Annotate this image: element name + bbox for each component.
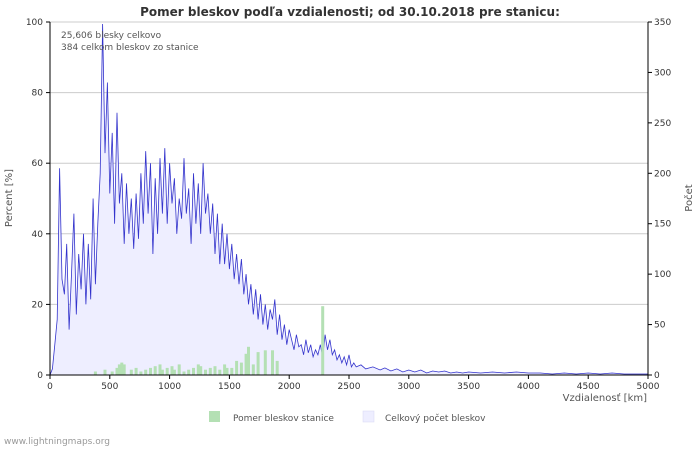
y-right-tick-label-100: 100: [654, 270, 671, 280]
bar-19: [182, 371, 186, 375]
area-line-total: [49, 23, 648, 376]
annotation-total: 25,606 blesky celkovo: [61, 31, 162, 41]
y-left-tick-label-100: 100: [26, 18, 43, 28]
bar-24: [204, 369, 207, 375]
bar-9: [139, 371, 143, 375]
y-right-tick-label-0: 0: [654, 371, 660, 381]
y-right-tick-label-300: 300: [654, 68, 671, 78]
y-right-tick-label-350: 350: [654, 18, 671, 28]
bar-12: [153, 366, 157, 375]
bar-22: [196, 364, 200, 375]
bar-7: [129, 369, 133, 375]
bar-34: [247, 346, 250, 375]
y-right-tick-label-50: 50: [654, 321, 666, 331]
bar-0: [93, 371, 97, 375]
bar-21: [192, 367, 195, 375]
bar-36: [256, 352, 260, 375]
y-right-tick-label-200: 200: [654, 169, 671, 179]
bar-28: [223, 364, 227, 375]
legend-label-station: Pomer bleskov stanice: [233, 414, 334, 424]
axes: 0 500 1000 1500 2000 2500 3000 3500 4000 4500 5000…: [26, 18, 672, 392]
x-tick-label-4500: 4500: [577, 382, 600, 392]
y-right-tick-label-150: 150: [654, 220, 671, 230]
bar-32: [239, 362, 243, 375]
bar-2: [110, 371, 114, 375]
x-tick-label-1500: 1500: [218, 382, 241, 392]
bar-25: [208, 367, 212, 375]
bar-35: [251, 364, 255, 375]
legend-label-total: Celkový počet bleskov: [385, 413, 486, 424]
y-axis-right-label: Počet: [683, 184, 695, 211]
y-left-tick-label-40: 40: [32, 230, 44, 240]
bar-15: [165, 367, 169, 375]
legend-swatch-total: [362, 410, 375, 423]
y-right-tick-label-250: 250: [654, 119, 671, 129]
bar-39: [275, 360, 279, 375]
y-left-tick-label-20: 20: [32, 300, 44, 310]
bar-16: [170, 366, 174, 375]
x-tick-label-4000: 4000: [517, 382, 540, 392]
bar-1: [103, 369, 107, 375]
bar-5: [120, 362, 124, 375]
bar-11: [149, 367, 152, 375]
bar-30: [230, 367, 234, 375]
x-tick-label-1000: 1000: [158, 382, 181, 392]
x-tick-label-3000: 3000: [397, 382, 420, 392]
chart-title: Pomer bleskov podľa vzdialenosti; od 30.…: [140, 5, 560, 19]
annotation-station: 384 celkom bleskov zo stanice: [61, 43, 199, 53]
bar-4: [117, 364, 121, 375]
bar-6: [122, 364, 126, 375]
bar-3: [115, 367, 119, 375]
x-tick-label-500: 500: [101, 382, 118, 392]
area-fill-total: [50, 24, 648, 375]
bar-26: [213, 366, 217, 375]
footer-credit: www.lightningmaps.org: [4, 437, 110, 447]
legend-swatch-station: [209, 411, 220, 422]
bar-20: [187, 369, 191, 375]
y-left-tick-label-0: 0: [37, 371, 43, 381]
bar-31: [235, 360, 239, 375]
bar-37: [263, 350, 267, 375]
bar-33: [244, 353, 248, 375]
x-tick-label-5000: 5000: [637, 382, 660, 392]
x-tick-label-2000: 2000: [278, 382, 301, 392]
x-tick-label-2500: 2500: [338, 382, 361, 392]
bar-17: [172, 369, 176, 375]
bar-29: [225, 367, 229, 375]
y-left-tick-label-80: 80: [32, 89, 44, 99]
bar-10: [144, 369, 148, 375]
bar-27: [218, 369, 222, 375]
bar-13: [158, 364, 162, 375]
bar-23: [199, 366, 203, 375]
bar-14: [160, 369, 164, 375]
bar-18: [177, 364, 181, 375]
bar-40: [321, 306, 325, 375]
y-axis-left-label: Percent [%]: [4, 169, 15, 227]
x-tick-label-0: 0: [47, 382, 53, 392]
bar-8: [134, 367, 138, 375]
y-left-tick-label-60: 60: [32, 159, 44, 169]
legend: Pomer bleskov stanice Celkový počet bles…: [209, 410, 486, 424]
series-layer: [49, 23, 648, 376]
x-tick-label-3500: 3500: [457, 382, 480, 392]
bar-38: [271, 350, 274, 375]
x-axis-label: Vzdialenosť [km]: [563, 392, 647, 404]
